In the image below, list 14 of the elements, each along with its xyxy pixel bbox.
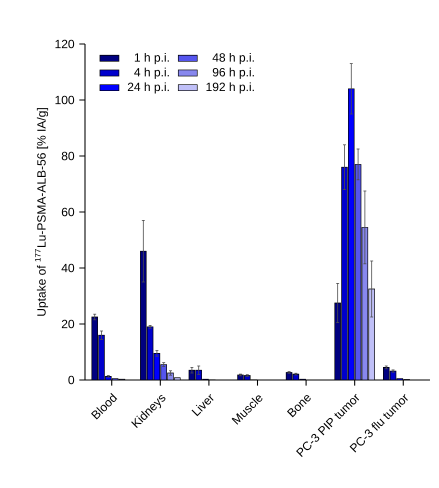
legend-label: 24 h p.i. bbox=[128, 82, 169, 94]
y-tick-label: 0 bbox=[68, 376, 74, 384]
legend-label: 96 h p.i. bbox=[212, 68, 254, 79]
legend-label: 4 h p.i. bbox=[134, 68, 169, 79]
legend-label: 48 h p.i. bbox=[212, 52, 254, 64]
y-tick-label: 100 bbox=[55, 96, 74, 104]
y-tick-label: 60 bbox=[62, 208, 74, 216]
legend-label: 1 h p.i. bbox=[134, 52, 169, 64]
y-tick-label: 20 bbox=[62, 320, 74, 328]
y-tick-label: 120 bbox=[55, 40, 74, 48]
y-axis-title: Uptake of $^{177}$Lu-PSMA-ALB-56 [% IA/g] bbox=[35, 108, 48, 316]
y-tick-label: 80 bbox=[62, 152, 74, 160]
y-tick-label: 40 bbox=[62, 264, 74, 272]
legend-label: 192 h p.i. bbox=[206, 82, 254, 94]
